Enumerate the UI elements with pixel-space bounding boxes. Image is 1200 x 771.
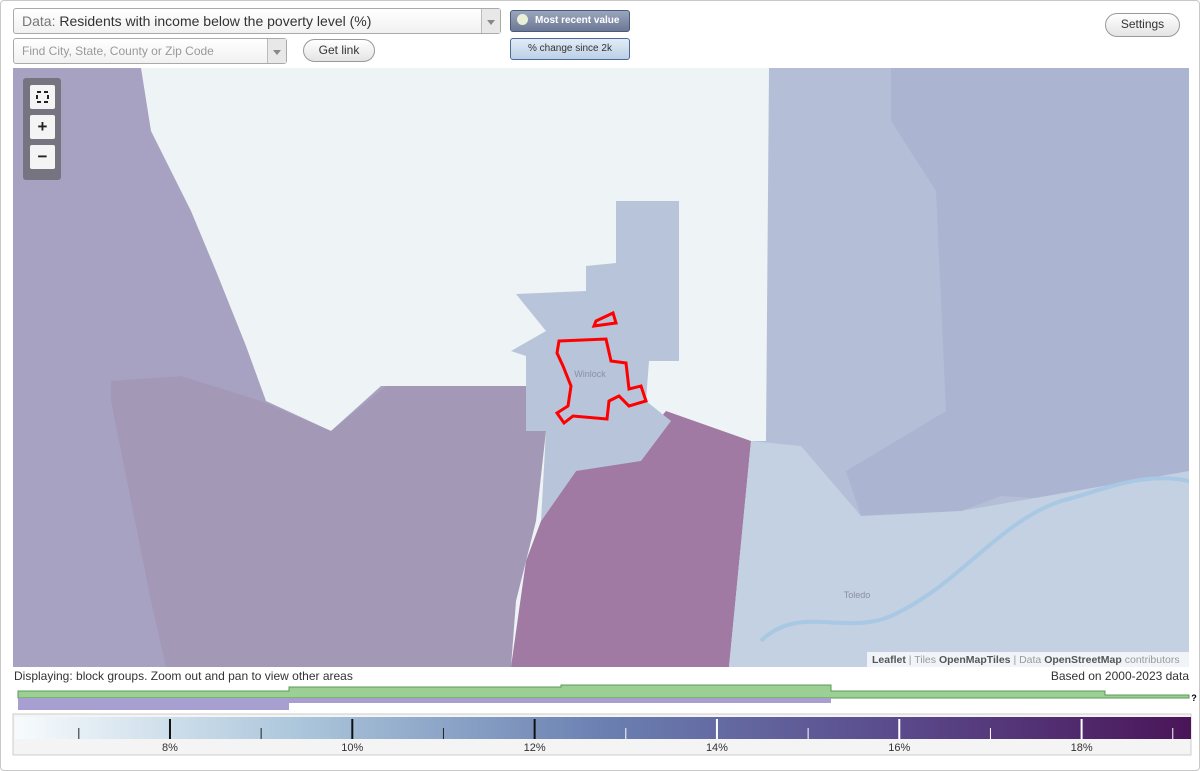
color-scale xyxy=(15,717,1191,739)
region xyxy=(846,68,1189,516)
search-placeholder: Find City, State, County or Zip Code xyxy=(22,44,214,58)
tick-label: 12% xyxy=(524,742,546,754)
footer-source: Based on 2000-2023 data xyxy=(1051,669,1189,683)
attribution-link[interactable]: Leaflet xyxy=(872,654,906,666)
dropdown-arrow xyxy=(481,9,500,33)
selected-place[interactable] xyxy=(591,310,618,328)
separator: | xyxy=(909,654,912,666)
region xyxy=(511,411,751,667)
tick-label: 10% xyxy=(341,742,363,754)
zoom-fit-button[interactable] xyxy=(30,85,55,109)
attribution-bg xyxy=(867,652,1189,667)
attribution-text: Tiles xyxy=(914,654,936,666)
attribution-text: contributors xyxy=(1125,654,1180,666)
attribution: Leaflet | Tiles OpenMapTiles | Data Open… xyxy=(872,654,1180,666)
select-value: Residents with income below the poverty … xyxy=(59,13,372,29)
region xyxy=(511,201,679,521)
check-icon xyxy=(517,14,528,25)
place-label: Winlock xyxy=(574,369,606,379)
dropdown-arrow xyxy=(267,39,286,63)
region xyxy=(111,376,546,667)
zoom-fit-icon xyxy=(36,91,49,103)
most-recent-button[interactable]: Most recent value xyxy=(510,10,630,32)
distribution-band xyxy=(289,698,831,703)
map[interactable]: Winlock Toledo Leaflet | Tiles OpenMapTi… xyxy=(13,68,1189,667)
search-box[interactable]: Find City, State, County or Zip Code xyxy=(13,38,287,64)
help[interactable]: ? xyxy=(1191,693,1197,703)
tick-label: 18% xyxy=(1071,742,1093,754)
zoom-out[interactable]: − xyxy=(38,147,48,166)
zoom-in-button[interactable] xyxy=(30,115,55,139)
change-button[interactable]: % change since 2k xyxy=(510,38,630,60)
distribution-band xyxy=(18,698,289,710)
zoom-out-button[interactable] xyxy=(30,145,55,169)
zoom-in[interactable]: + xyxy=(38,117,48,136)
selected-place[interactable] xyxy=(554,337,648,426)
tick-label: 16% xyxy=(888,742,910,754)
data-select[interactable]: Data: Residents with income below the po… xyxy=(13,8,501,34)
button-label: Most recent value xyxy=(535,15,620,26)
tick-label: 8% xyxy=(162,742,178,754)
tick-label: 14% xyxy=(706,742,728,754)
separator: | xyxy=(1013,654,1016,666)
place-label: Toledo xyxy=(844,590,871,600)
attribution-text: Data xyxy=(1019,654,1041,666)
select-label: Data: xyxy=(22,13,56,29)
footer-note: Displaying: block groups. Zoom out and p… xyxy=(14,669,353,683)
river xyxy=(759,476,1189,643)
settings-button[interactable]: Settings xyxy=(1105,13,1180,37)
get-link-button[interactable]: Get link xyxy=(303,39,375,62)
attribution-link[interactable]: OpenStreetMap xyxy=(1044,654,1122,666)
distribution-band xyxy=(17,684,1190,699)
attribution-link[interactable]: OpenMapTiles xyxy=(939,654,1011,666)
